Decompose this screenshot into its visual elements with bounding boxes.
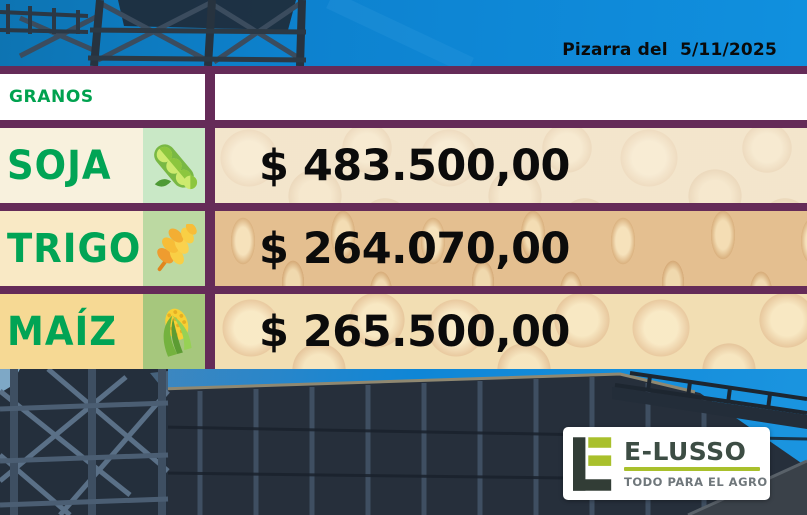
price-cell-trigo: $ 264.070,00 <box>215 211 807 286</box>
corn-icon <box>143 294 205 369</box>
logo-text-block: E-LUSSO TODO PARA EL AGRO <box>624 436 768 489</box>
price-value-maiz: $ 265.500,00 <box>259 306 570 357</box>
price-cell-soja: $ 483.500,00 <box>215 128 807 203</box>
table-header-cell: GRANOS <box>0 74 205 120</box>
grain-name-maiz: MAÍZ <box>7 308 118 355</box>
row-label-text-soja: SOJA <box>0 128 143 203</box>
table-title: GRANOS <box>9 87 94 107</box>
price-cell-maiz: $ 265.500,00 <box>215 294 807 369</box>
price-value-trigo: $ 264.070,00 <box>259 223 570 274</box>
top-photo-sky: Pizarra del 5/11/2025 <box>0 0 807 66</box>
grain-elevator-structure-illustration <box>0 0 474 66</box>
row-label-maiz: MAÍZ <box>0 294 205 369</box>
row-label-text-maiz: MAÍZ <box>0 294 143 369</box>
board-date: Pizarra del 5/11/2025 <box>562 40 777 60</box>
grain-name-soja: SOJA <box>7 142 112 189</box>
price-value-soja: $ 483.500,00 <box>259 140 570 191</box>
brand-underline <box>624 466 760 471</box>
company-logo-card: E-LUSSO TODO PARA EL AGRO <box>563 427 770 500</box>
row-label-trigo: TRIGO <box>0 211 205 286</box>
brand-name: E-LUSSO <box>624 436 747 466</box>
price-table: GRANOS SOJA <box>0 66 807 369</box>
table-header-empty-cell <box>215 74 807 120</box>
brand-tagline: TODO PARA EL AGRO <box>624 474 768 489</box>
row-label-soja: SOJA <box>0 128 205 203</box>
soybean-icon <box>143 128 205 203</box>
elusso-e-logo-icon <box>573 436 612 491</box>
wheat-icon <box>143 211 205 286</box>
grain-name-trigo: TRIGO <box>7 225 142 272</box>
bottom-photo-silo: E-LUSSO TODO PARA EL AGRO <box>0 369 807 515</box>
row-label-text-trigo: TRIGO <box>0 211 143 286</box>
